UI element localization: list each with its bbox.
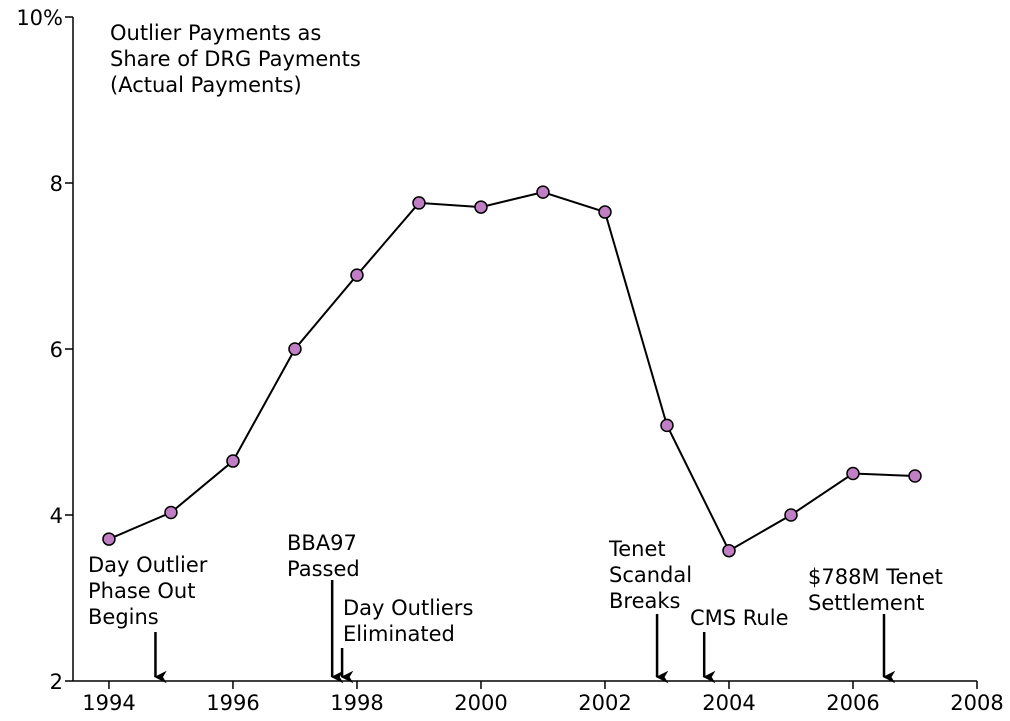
- x-tick-label: 2006: [826, 691, 879, 715]
- y-tick-label: 8: [50, 172, 63, 196]
- data-point: [288, 342, 302, 356]
- annotation-text: Tenet: [608, 537, 666, 561]
- x-tick-label: 2008: [950, 691, 1003, 715]
- x-tick-label: 1996: [206, 691, 259, 715]
- data-point: [226, 454, 240, 468]
- annotation-text: CMS Rule: [690, 606, 789, 630]
- annotation-text: Phase Out: [88, 579, 195, 603]
- data-point: [660, 418, 674, 433]
- annotation-text: Eliminated: [343, 622, 455, 646]
- y-tick-label: 2: [50, 670, 63, 694]
- data-point: [412, 196, 426, 210]
- data-point: [164, 505, 178, 520]
- y-tick-label: 10%: [16, 6, 63, 30]
- y-tick-label: 4: [50, 504, 63, 528]
- x-tick-label: 1998: [330, 691, 383, 715]
- data-point: [908, 469, 922, 483]
- chart-title: Outlier Payments as: [110, 21, 321, 45]
- annotation-text: Passed: [287, 557, 360, 581]
- annotation-text: $788M Tenet: [808, 565, 943, 589]
- y-tick-label: 6: [50, 338, 63, 362]
- data-point: [350, 268, 364, 282]
- chart-title: Share of DRG Payments: [110, 47, 361, 71]
- data-point: [846, 466, 860, 481]
- annotation-text: Day Outlier: [88, 553, 208, 577]
- data-point: [598, 205, 612, 219]
- series-line: [108, 191, 916, 553]
- chart-title: (Actual Payments): [110, 73, 302, 97]
- data-point: [102, 532, 116, 546]
- annotation-text: Settlement: [808, 591, 924, 615]
- data-point: [722, 543, 736, 558]
- x-tick-label: 2000: [454, 691, 507, 715]
- annotation-text: Day Outliers: [343, 596, 473, 620]
- data-point: [536, 185, 550, 199]
- x-tick-label: 2004: [702, 691, 755, 715]
- annotation-text: BBA97: [287, 531, 357, 555]
- x-tick-label: 2002: [578, 691, 631, 715]
- x-tick-label: 1994: [82, 691, 135, 715]
- data-point: [474, 200, 488, 214]
- annotation-text: Breaks: [609, 589, 680, 613]
- data-point: [784, 508, 798, 522]
- annotation-text: Scandal: [609, 563, 692, 587]
- annotation-text: Begins: [88, 605, 159, 629]
